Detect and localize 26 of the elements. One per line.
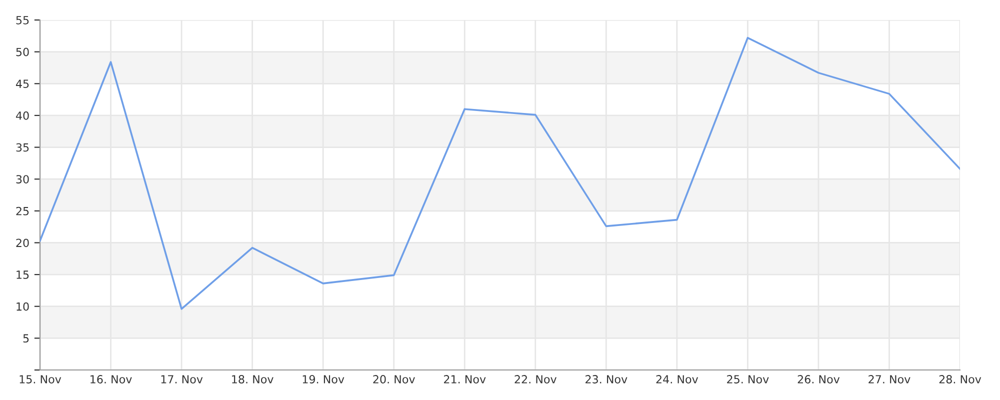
x-tick-label: 21. Nov <box>444 375 486 384</box>
y-tick-label: 55 <box>16 16 29 24</box>
x-tick-label: 16. Nov <box>90 375 132 384</box>
x-tick-label: 15. Nov <box>20 375 62 384</box>
y-tick-label: 15 <box>16 270 29 279</box>
x-tick-label: 22. Nov <box>514 375 556 384</box>
x-tick-label: 25. Nov <box>727 375 769 384</box>
x-tick-label: 23. Nov <box>586 375 628 384</box>
y-tick-label: 35 <box>16 143 29 152</box>
x-tick-label: 24. Nov <box>656 375 698 384</box>
y-tick-label: 50 <box>16 48 29 56</box>
y-tick-label: 10 <box>16 302 29 311</box>
x-tick-label: 27. Nov <box>868 375 910 384</box>
x-tick-label: 19. Nov <box>302 375 344 384</box>
y-tick-label: 5 <box>23 334 29 343</box>
y-tick-label: 40 <box>16 111 29 120</box>
x-tick-label: 26. Nov <box>798 375 840 384</box>
x-tick-label: 18. Nov <box>232 375 274 384</box>
y-tick-label: 25 <box>16 206 29 216</box>
y-tick-label: 45 <box>16 80 29 88</box>
x-tick-label: 28. Nov <box>939 375 982 384</box>
x-tick-label: 17. Nov <box>161 375 203 384</box>
line-series <box>40 36 960 310</box>
y-tick-label: 30 <box>16 175 29 184</box>
x-tick-label: 20. Nov <box>373 375 415 384</box>
y-tick-label: 20 <box>16 238 29 248</box>
